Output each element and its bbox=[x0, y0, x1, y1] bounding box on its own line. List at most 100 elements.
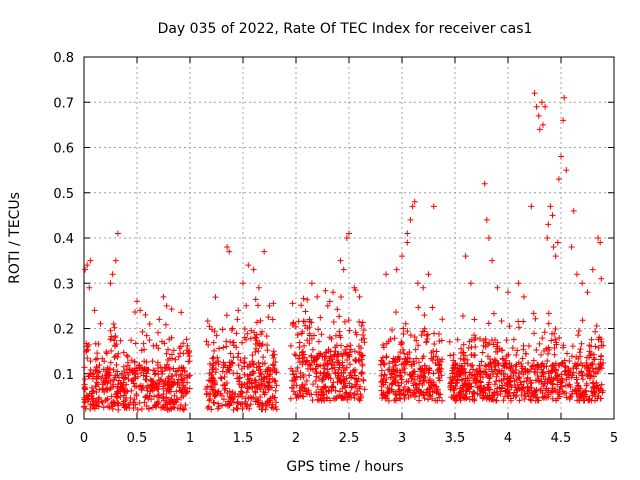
data-point bbox=[457, 385, 464, 392]
data-point bbox=[418, 332, 425, 339]
data-point bbox=[117, 337, 124, 344]
data-point bbox=[539, 369, 546, 376]
data-point bbox=[266, 379, 273, 386]
data-point bbox=[336, 328, 343, 335]
data-point bbox=[389, 326, 396, 333]
data-point bbox=[573, 362, 580, 369]
data-point bbox=[490, 371, 497, 378]
data-point bbox=[516, 397, 523, 404]
data-point bbox=[87, 401, 94, 408]
data-point bbox=[294, 364, 301, 371]
data-point bbox=[540, 373, 547, 380]
data-point bbox=[255, 302, 262, 309]
data-point bbox=[256, 363, 263, 370]
data-point bbox=[520, 371, 527, 378]
data-point bbox=[92, 383, 99, 390]
data-point bbox=[407, 216, 414, 223]
data-point bbox=[498, 347, 505, 354]
x-tick-label: 3 bbox=[398, 431, 406, 446]
data-point bbox=[266, 399, 273, 406]
data-point bbox=[346, 327, 353, 334]
data-point bbox=[120, 385, 127, 392]
data-point bbox=[149, 358, 156, 365]
data-point bbox=[417, 365, 424, 372]
data-point bbox=[560, 342, 567, 349]
data-point bbox=[522, 393, 529, 400]
data-point bbox=[209, 355, 216, 362]
data-point bbox=[292, 323, 299, 330]
data-point bbox=[247, 335, 254, 342]
data-point bbox=[436, 394, 443, 401]
data-point bbox=[239, 339, 246, 346]
data-point bbox=[524, 374, 531, 381]
data-point bbox=[356, 397, 363, 404]
data-point bbox=[359, 362, 366, 369]
data-point bbox=[150, 379, 157, 386]
data-point bbox=[226, 248, 233, 255]
data-point bbox=[565, 365, 572, 372]
data-point bbox=[383, 340, 390, 347]
data-point bbox=[479, 395, 486, 402]
data-point bbox=[555, 176, 562, 183]
data-point bbox=[183, 336, 190, 343]
data-point bbox=[254, 340, 261, 347]
data-point bbox=[477, 379, 484, 386]
x-tick-label: 4 bbox=[504, 431, 512, 446]
data-point bbox=[210, 375, 217, 382]
data-point bbox=[247, 394, 254, 401]
data-point bbox=[477, 387, 484, 394]
data-point bbox=[171, 392, 178, 399]
data-point bbox=[296, 339, 303, 346]
data-point bbox=[533, 346, 540, 353]
data-point bbox=[131, 359, 138, 366]
data-point bbox=[244, 385, 251, 392]
data-point bbox=[520, 346, 527, 353]
data-point bbox=[257, 317, 264, 324]
data-point bbox=[591, 389, 598, 396]
data-point bbox=[258, 406, 265, 413]
data-point bbox=[96, 394, 103, 401]
data-point bbox=[260, 402, 267, 409]
data-point bbox=[519, 355, 526, 362]
data-point bbox=[469, 362, 476, 369]
x-tick-label: 0 bbox=[80, 431, 88, 446]
data-point bbox=[360, 327, 367, 334]
data-point bbox=[183, 347, 190, 354]
data-point bbox=[429, 304, 436, 311]
data-point bbox=[480, 394, 487, 401]
data-point bbox=[556, 386, 563, 393]
data-point bbox=[156, 316, 163, 323]
data-point bbox=[142, 393, 149, 400]
data-point bbox=[504, 392, 511, 399]
data-point bbox=[432, 360, 439, 367]
data-point bbox=[545, 344, 552, 351]
data-point bbox=[339, 362, 346, 369]
data-point bbox=[87, 358, 94, 365]
data-point bbox=[132, 340, 139, 347]
data-point bbox=[436, 331, 443, 338]
data-point bbox=[591, 373, 598, 380]
data-point bbox=[597, 239, 604, 246]
data-point bbox=[329, 383, 336, 390]
data-point bbox=[317, 314, 324, 321]
data-point bbox=[404, 388, 411, 395]
data-point bbox=[210, 354, 217, 361]
data-point bbox=[474, 371, 481, 378]
data-point bbox=[207, 396, 214, 403]
data-point bbox=[500, 362, 507, 369]
data-point bbox=[451, 392, 458, 399]
data-point bbox=[205, 403, 212, 410]
data-point bbox=[88, 384, 95, 391]
data-point bbox=[234, 354, 241, 361]
data-point bbox=[246, 405, 253, 412]
data-point bbox=[321, 357, 328, 364]
data-point bbox=[140, 340, 147, 347]
data-point bbox=[566, 396, 573, 403]
data-point bbox=[552, 375, 559, 382]
data-point bbox=[579, 372, 586, 379]
data-point bbox=[115, 383, 122, 390]
data-point bbox=[252, 348, 259, 355]
data-point bbox=[397, 373, 404, 380]
data-point bbox=[162, 321, 169, 328]
data-point bbox=[513, 352, 520, 359]
